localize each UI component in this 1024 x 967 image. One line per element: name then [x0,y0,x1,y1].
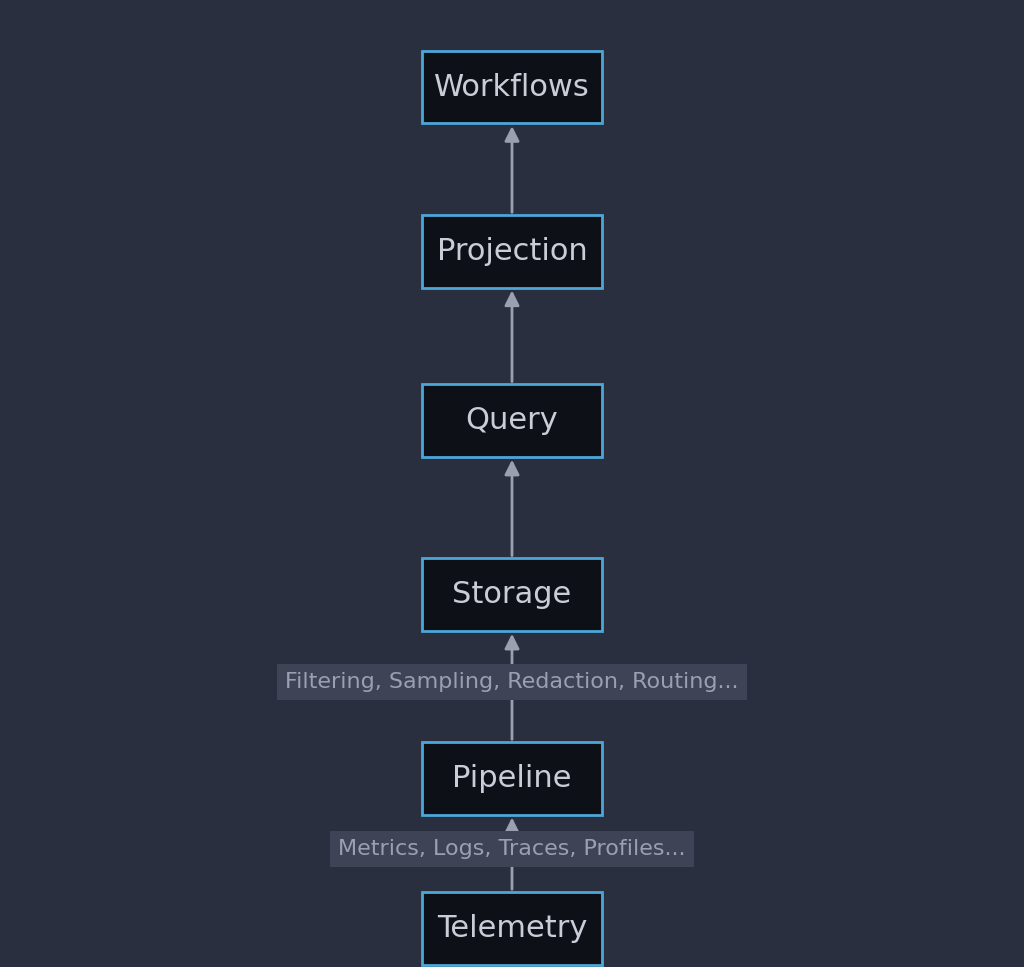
FancyBboxPatch shape [422,892,601,964]
Text: Storage: Storage [453,580,571,609]
Text: Metrics, Logs, Traces, Profiles...: Metrics, Logs, Traces, Profiles... [338,839,686,859]
FancyBboxPatch shape [422,384,601,457]
Text: Workflows: Workflows [434,73,590,102]
FancyBboxPatch shape [422,50,601,123]
Text: Projection: Projection [436,237,588,266]
Text: Pipeline: Pipeline [453,764,571,793]
FancyBboxPatch shape [422,215,601,288]
FancyBboxPatch shape [422,743,601,814]
Text: Query: Query [466,406,558,435]
FancyBboxPatch shape [422,558,601,630]
Text: Filtering, Sampling, Redaction, Routing...: Filtering, Sampling, Redaction, Routing.… [286,672,738,691]
Text: Telemetry: Telemetry [437,914,587,943]
